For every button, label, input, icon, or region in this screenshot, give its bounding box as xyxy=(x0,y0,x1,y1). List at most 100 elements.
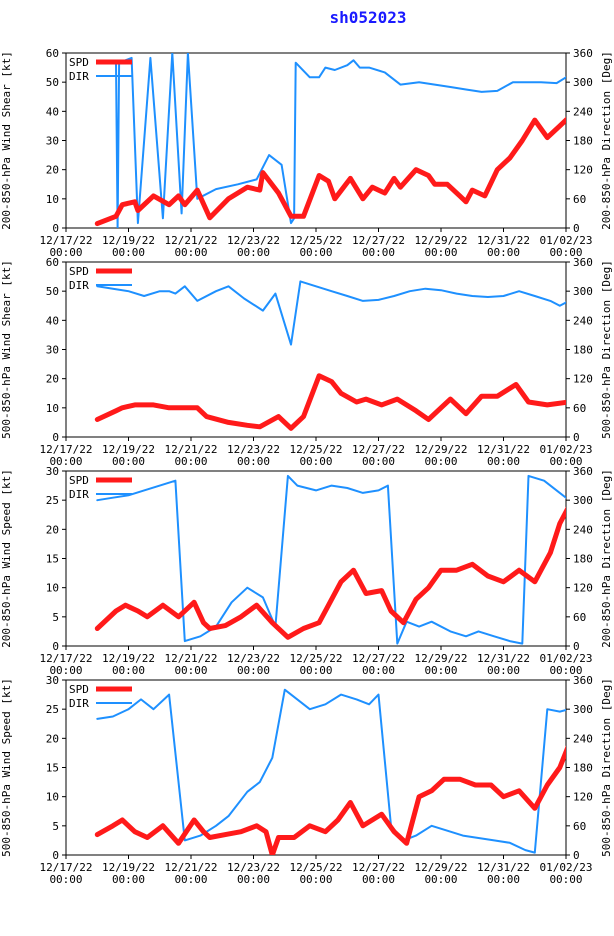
y2-tick-label: 360 xyxy=(573,674,593,687)
y-axis-label: 200-850-hPa Wind Speed [kt] xyxy=(0,469,13,648)
x-tick-label: 12/27/22 xyxy=(352,861,405,874)
x-tick-label: 12/29/22 xyxy=(415,234,468,247)
y-tick-label: 0 xyxy=(52,640,59,653)
y-tick-label: 60 xyxy=(46,256,59,269)
y-tick-label: 60 xyxy=(46,47,59,60)
y-tick-label: 10 xyxy=(46,193,59,206)
x-tick-label: 12/23/22 xyxy=(227,652,280,665)
x-tick-label-time: 00:00 xyxy=(487,664,520,677)
x-tick-label: 12/17/22 xyxy=(40,652,93,665)
y2-tick-label: 60 xyxy=(573,402,586,415)
x-tick-label-time: 00:00 xyxy=(362,455,395,468)
y2-axis-label: 500-850-hPa Direction [Deg] xyxy=(600,678,613,857)
y2-tick-label: 180 xyxy=(573,344,593,357)
x-tick-label: 12/23/22 xyxy=(227,234,280,247)
spd-series-line xyxy=(94,506,566,640)
panel-1: 010203040506006012018024030036012/17/220… xyxy=(0,47,613,259)
x-tick-label-time: 00:00 xyxy=(362,873,395,886)
x-tick-label-time: 00:00 xyxy=(487,246,520,259)
panel-4: 05101520253006012018024030036012/17/2200… xyxy=(0,674,613,886)
y-tick-label: 0 xyxy=(52,222,59,235)
legend-spd-label: SPD xyxy=(69,56,89,69)
x-tick-label-time: 00:00 xyxy=(549,664,582,677)
y2-tick-label: 360 xyxy=(573,465,593,478)
x-tick-label: 12/19/22 xyxy=(102,234,155,247)
y2-tick-label: 60 xyxy=(573,820,586,833)
y-axis-label: 200-850-hPa Wind Shear [kt] xyxy=(0,51,13,230)
y2-tick-label: 240 xyxy=(573,314,593,327)
x-tick-label-time: 00:00 xyxy=(237,873,270,886)
y-tick-label: 10 xyxy=(46,402,59,415)
x-tick-label: 12/17/22 xyxy=(40,234,93,247)
x-tick-label: 12/19/22 xyxy=(102,443,155,456)
x-tick-label-time: 00:00 xyxy=(174,873,207,886)
x-tick-label: 12/19/22 xyxy=(102,861,155,874)
x-tick-label-time: 00:00 xyxy=(299,455,332,468)
y2-tick-label: 300 xyxy=(573,703,593,716)
legend-spd-label: SPD xyxy=(69,265,89,278)
spd-series-line xyxy=(94,745,566,855)
x-tick-label-time: 00:00 xyxy=(112,664,145,677)
y2-tick-label: 180 xyxy=(573,135,593,148)
y-tick-label: 15 xyxy=(46,762,59,775)
spd-series-line xyxy=(94,373,566,431)
plot-frame xyxy=(65,261,567,438)
chart-title: sh052023 xyxy=(329,8,407,27)
y-tick-label: 20 xyxy=(46,164,59,177)
x-tick-label-time: 00:00 xyxy=(549,246,582,259)
y2-tick-label: 360 xyxy=(573,256,593,269)
panel-2: 010203040506006012018024030036012/17/220… xyxy=(0,256,613,468)
x-tick-label-time: 00:00 xyxy=(424,455,457,468)
x-tick-label-time: 00:00 xyxy=(237,664,270,677)
legend-spd-label: SPD xyxy=(69,474,89,487)
dir-series-line xyxy=(96,688,566,854)
x-tick-label: 12/21/22 xyxy=(165,234,218,247)
x-tick-label: 12/27/22 xyxy=(352,234,405,247)
y-tick-label: 0 xyxy=(52,431,59,444)
y-tick-label: 30 xyxy=(46,674,59,687)
x-tick-label: 12/25/22 xyxy=(290,443,343,456)
dir-series-line xyxy=(96,474,566,645)
y-tick-label: 10 xyxy=(46,791,59,804)
x-tick-label-time: 00:00 xyxy=(299,246,332,259)
y2-tick-label: 360 xyxy=(573,47,593,60)
x-tick-label: 12/23/22 xyxy=(227,861,280,874)
x-tick-label-time: 00:00 xyxy=(299,664,332,677)
y-tick-label: 25 xyxy=(46,494,59,507)
x-tick-label: 12/25/22 xyxy=(290,234,343,247)
x-tick-label: 12/29/22 xyxy=(415,443,468,456)
x-tick-label: 12/25/22 xyxy=(290,861,343,874)
x-tick-label-time: 00:00 xyxy=(112,873,145,886)
y-tick-label: 30 xyxy=(46,135,59,148)
y-tick-label: 5 xyxy=(52,820,59,833)
x-tick-label-time: 00:00 xyxy=(487,455,520,468)
y2-tick-label: 300 xyxy=(573,494,593,507)
spd-series-line xyxy=(94,116,566,227)
y2-tick-label: 0 xyxy=(573,222,580,235)
x-tick-label: 12/17/22 xyxy=(40,861,93,874)
y-tick-label: 25 xyxy=(46,703,59,716)
x-tick-label-time: 00:00 xyxy=(487,873,520,886)
x-tick-label: 12/21/22 xyxy=(165,443,218,456)
x-tick-label-time: 00:00 xyxy=(549,455,582,468)
y2-tick-label: 0 xyxy=(573,431,580,444)
x-tick-label: 01/02/23 xyxy=(540,443,593,456)
y2-tick-label: 60 xyxy=(573,193,586,206)
x-tick-label-time: 00:00 xyxy=(112,455,145,468)
x-tick-label-time: 00:00 xyxy=(299,873,332,886)
y-tick-label: 5 xyxy=(52,611,59,624)
y2-tick-label: 120 xyxy=(573,791,593,804)
x-tick-label-time: 00:00 xyxy=(362,664,395,677)
x-tick-label-time: 00:00 xyxy=(49,246,82,259)
panel-3: 05101520253006012018024030036012/17/2200… xyxy=(0,465,613,677)
y-axis-label: 500-850-hPa Wind Shear [kt] xyxy=(0,260,13,439)
x-tick-label: 01/02/23 xyxy=(540,861,593,874)
y-tick-label: 15 xyxy=(46,553,59,566)
y-tick-label: 40 xyxy=(46,105,59,118)
x-tick-label-time: 00:00 xyxy=(174,246,207,259)
x-tick-label-time: 00:00 xyxy=(424,246,457,259)
x-tick-label: 12/31/22 xyxy=(477,861,530,874)
plot-frame xyxy=(65,52,567,229)
y2-tick-label: 300 xyxy=(573,285,593,298)
y2-tick-label: 0 xyxy=(573,640,580,653)
